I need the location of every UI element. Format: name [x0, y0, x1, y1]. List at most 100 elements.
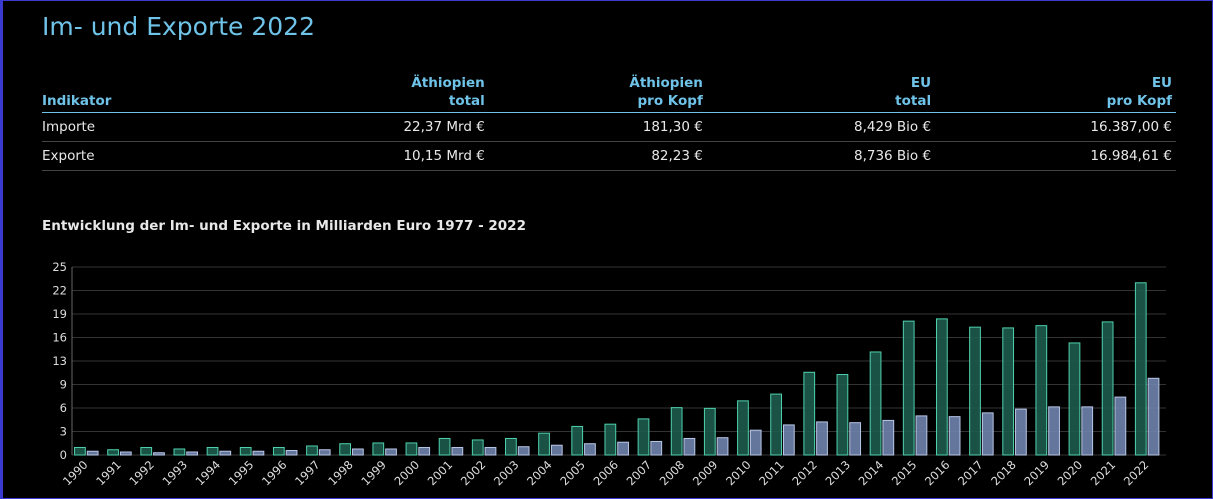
x-tick-label: 2012 — [789, 458, 820, 489]
x-tick-label: 2020 — [1055, 458, 1086, 489]
header-text: pro Kopf — [1106, 93, 1172, 109]
x-tick-label: 2005 — [557, 458, 588, 489]
x-tick-label: 2021 — [1088, 458, 1119, 489]
bar — [782, 424, 795, 456]
bar — [1015, 408, 1027, 456]
bar — [637, 418, 650, 456]
x-tick-label: 2015 — [889, 458, 920, 489]
x-tick-label: 2019 — [1021, 458, 1052, 489]
bar — [571, 425, 584, 456]
bar — [902, 320, 915, 456]
x-tick-label: 2000 — [392, 458, 423, 489]
bar — [617, 441, 629, 456]
x-tick-label: 1994 — [193, 458, 224, 489]
table-cell: Exporte — [42, 141, 249, 171]
bar — [1114, 396, 1127, 456]
column-header: Äthiopien total — [248, 74, 489, 113]
x-tick-label: 1993 — [159, 458, 190, 489]
bar — [339, 443, 352, 456]
table-row: Exporte 10,15 Mrd €82,23 €8,736 Bio €16.9… — [42, 141, 1176, 171]
bar — [683, 437, 696, 456]
bar — [935, 318, 948, 456]
bar — [1048, 406, 1060, 456]
x-tick-label: 2013 — [823, 458, 854, 489]
table-body: Importe 22,37 Mrd €181,30 €8,429 Bio €16.… — [42, 112, 1176, 171]
header-text: Äthiopien — [629, 75, 703, 91]
table-cell: 82,23 € — [488, 141, 707, 171]
table-row: Importe 22,37 Mrd €181,30 €8,429 Bio €16.… — [42, 112, 1176, 142]
table-cell: Importe — [42, 112, 249, 142]
x-tick-label: 2018 — [988, 458, 1019, 489]
page-title: Im- und Exporte 2022 — [42, 12, 315, 41]
bar — [770, 393, 782, 456]
x-tick-label: 1992 — [126, 458, 157, 489]
bar — [505, 437, 517, 456]
bar — [186, 451, 199, 456]
bar — [538, 432, 550, 456]
x-tick-label: 2004 — [524, 458, 555, 489]
x-tick-label: 2009 — [690, 458, 721, 489]
x-tick-label: 2007 — [624, 458, 655, 489]
bar — [670, 407, 683, 456]
header-row: Indikator Äthiopien total Äthiopien pro Kopf… — [42, 74, 1176, 113]
header-text: total — [895, 93, 932, 109]
y-tick-label: 13 — [52, 354, 67, 368]
bar — [737, 400, 749, 456]
bar — [981, 412, 994, 456]
bar — [471, 439, 484, 456]
x-tick-label: 2016 — [922, 458, 953, 489]
bar — [372, 442, 385, 456]
y-tick-label: 0 — [60, 448, 67, 462]
bar — [239, 446, 252, 456]
bar — [107, 449, 119, 456]
bar — [915, 415, 928, 456]
table-cell: 8,736 Bio € — [706, 141, 936, 171]
data-table: Indikator Äthiopien total Äthiopien pro Kopf… — [42, 74, 1176, 171]
bar — [306, 445, 318, 456]
bar — [272, 446, 285, 456]
bar — [173, 448, 186, 456]
bar — [1147, 377, 1160, 456]
x-tick-label: 2006 — [590, 458, 621, 489]
bar — [451, 446, 464, 456]
bar — [385, 448, 397, 456]
table-cell: 10,15 Mrd € — [248, 141, 489, 171]
bar — [1134, 282, 1147, 456]
y-tick-label: 9 — [60, 378, 67, 392]
bar — [484, 446, 497, 456]
bar — [816, 421, 828, 456]
bar — [86, 450, 99, 456]
x-tick-label: 1997 — [292, 458, 323, 489]
bar — [749, 429, 762, 456]
bar — [803, 371, 816, 456]
x-tick-label: 1990 — [60, 458, 91, 489]
bar — [418, 446, 431, 456]
bar — [716, 437, 729, 456]
bar — [285, 449, 298, 456]
bar — [1035, 325, 1048, 456]
bar — [650, 440, 663, 456]
bar — [836, 374, 849, 456]
x-tick-label: 1998 — [325, 458, 356, 489]
x-tick-label: 2011 — [756, 458, 787, 489]
header-text: Äthiopien — [411, 75, 485, 91]
header-text: EU — [910, 75, 932, 91]
x-tick-label: 2008 — [657, 458, 688, 489]
column-header: EU pro Kopf — [935, 74, 1176, 113]
x-tick-label: 1996 — [259, 458, 290, 489]
column-header: EU total — [706, 74, 936, 113]
bar — [849, 422, 862, 456]
bar — [318, 449, 331, 456]
bar — [219, 450, 232, 456]
x-tick-label: 2014 — [856, 458, 887, 489]
x-tick-label: 1999 — [358, 458, 389, 489]
x-tick-label: 1995 — [226, 458, 257, 489]
bar — [1081, 406, 1094, 456]
x-tick-label: 2002 — [458, 458, 489, 489]
x-tick-label: 2010 — [723, 458, 754, 489]
bar — [1002, 327, 1015, 456]
table-cell: 16.984,61 € — [935, 141, 1176, 171]
header-text: total — [448, 93, 485, 109]
header-text: pro Kopf — [637, 93, 703, 109]
